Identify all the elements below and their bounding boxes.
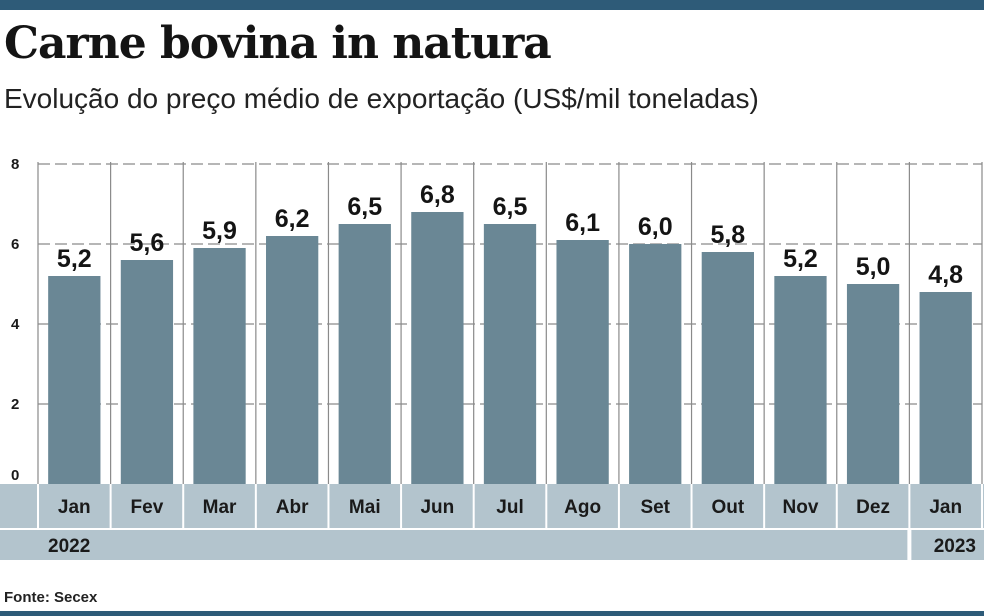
x-tick-label: Jul xyxy=(496,497,523,518)
x-tick-label: Out xyxy=(711,497,744,518)
source-note: Fonte: Secex xyxy=(4,589,98,606)
value-label: 6,1 xyxy=(565,209,600,237)
value-label: 5,0 xyxy=(856,253,891,281)
y-tick-label: 8 xyxy=(11,156,19,173)
value-label: 5,2 xyxy=(57,245,92,273)
x-tick-label: Abr xyxy=(276,497,309,518)
bar xyxy=(919,292,972,484)
value-label: 6,8 xyxy=(420,181,455,209)
value-label: 5,8 xyxy=(710,221,745,249)
x-tick-label: Dez xyxy=(856,497,890,518)
value-label: 5,9 xyxy=(202,217,237,245)
value-label: 6,0 xyxy=(638,213,673,241)
x-tick-label: Fev xyxy=(131,497,164,518)
year-band xyxy=(0,530,908,560)
x-tick-label: Mar xyxy=(203,497,237,518)
year-band xyxy=(911,530,984,560)
year-label: 2023 xyxy=(934,536,976,557)
category-band xyxy=(0,484,984,528)
top-rule xyxy=(0,0,984,10)
bar xyxy=(483,224,537,484)
bar xyxy=(120,260,174,484)
y-tick-label: 6 xyxy=(11,236,19,253)
x-tick-label: Jan xyxy=(58,497,91,518)
bar xyxy=(846,284,900,484)
bar-chart: 0 2 4 6 8 5,2 5,6 5,9 6,2 6,5 6,8 6,5 6,1 6,0 5,8 5,2 5,… xyxy=(0,156,984,560)
bar xyxy=(629,244,682,484)
bar xyxy=(774,276,827,484)
x-tick-label: Set xyxy=(640,497,670,518)
chart-subtitle: Evolução do preço médio de exportação (U… xyxy=(4,83,759,114)
year-label: 2022 xyxy=(48,536,90,557)
bar xyxy=(411,212,464,484)
bar xyxy=(701,252,754,484)
bottom-rule xyxy=(0,611,984,616)
bar xyxy=(338,224,391,484)
bar xyxy=(193,248,246,484)
value-label: 6,5 xyxy=(347,193,382,221)
y-tick-label: 4 xyxy=(11,316,20,333)
x-tick-label: Jun xyxy=(420,497,454,518)
bar xyxy=(266,236,319,484)
value-label: 5,2 xyxy=(783,245,818,273)
value-label: 6,2 xyxy=(275,205,310,233)
x-tick-label: Nov xyxy=(783,497,819,518)
bar xyxy=(48,276,101,484)
chart-title: Carne bovina in natura xyxy=(4,18,552,69)
x-tick-label: Jan xyxy=(929,497,962,518)
x-tick-label: Mai xyxy=(349,497,381,518)
value-label: 5,6 xyxy=(130,229,165,257)
x-tick-label: Ago xyxy=(564,497,601,518)
y-tick-label: 2 xyxy=(11,396,19,413)
value-label: 6,5 xyxy=(493,193,528,221)
y-tick-label: 0 xyxy=(11,467,19,484)
bar xyxy=(556,240,609,484)
value-label: 4,8 xyxy=(928,261,963,289)
